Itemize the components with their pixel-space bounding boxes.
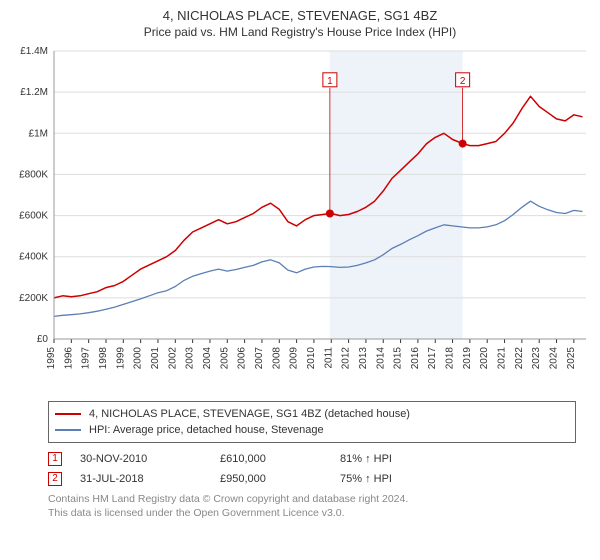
- svg-text:2014: 2014: [375, 347, 386, 370]
- attribution-line: Contains HM Land Registry data © Crown c…: [48, 493, 576, 507]
- svg-text:2: 2: [460, 76, 466, 87]
- svg-text:2008: 2008: [271, 347, 282, 370]
- svg-text:2007: 2007: [254, 347, 265, 370]
- svg-text:2020: 2020: [479, 347, 490, 370]
- legend-label: HPI: Average price, detached house, Stev…: [89, 424, 324, 436]
- svg-text:2006: 2006: [237, 347, 248, 370]
- marker-badge-icon: 2: [48, 472, 62, 486]
- marker-pct: 81% ↑ HPI: [340, 453, 500, 465]
- svg-text:1996: 1996: [63, 347, 74, 370]
- svg-text:2016: 2016: [410, 347, 421, 370]
- legend: 4, NICHOLAS PLACE, STEVENAGE, SG1 4BZ (d…: [48, 401, 576, 443]
- svg-text:2018: 2018: [445, 347, 456, 370]
- legend-item: HPI: Average price, detached house, Stev…: [55, 422, 569, 438]
- marker-row: 1 30-NOV-2010 £610,000 81% ↑ HPI: [48, 449, 576, 469]
- legend-label: 4, NICHOLAS PLACE, STEVENAGE, SG1 4BZ (d…: [89, 408, 410, 420]
- attribution-line: This data is licensed under the Open Gov…: [48, 507, 576, 521]
- marker-price: £950,000: [220, 473, 340, 485]
- svg-text:2024: 2024: [549, 347, 560, 370]
- svg-text:2000: 2000: [133, 347, 144, 370]
- svg-text:2005: 2005: [219, 347, 230, 370]
- svg-text:2015: 2015: [393, 347, 404, 370]
- svg-text:1: 1: [327, 76, 333, 87]
- marker-badge-icon: 1: [48, 452, 62, 466]
- svg-text:2009: 2009: [289, 347, 300, 370]
- svg-text:2002: 2002: [167, 347, 178, 370]
- marker-table: 1 30-NOV-2010 £610,000 81% ↑ HPI 2 31-JU…: [48, 449, 576, 489]
- marker-row: 2 31-JUL-2018 £950,000 75% ↑ HPI: [48, 469, 576, 489]
- svg-text:1998: 1998: [98, 347, 109, 370]
- svg-text:2001: 2001: [150, 347, 161, 370]
- attribution-text: Contains HM Land Registry data © Crown c…: [48, 493, 576, 520]
- svg-text:2022: 2022: [514, 347, 525, 370]
- svg-text:2011: 2011: [323, 347, 334, 369]
- svg-text:2010: 2010: [306, 347, 317, 370]
- svg-text:1999: 1999: [115, 347, 126, 370]
- legend-swatch-icon: [55, 429, 81, 431]
- svg-text:2025: 2025: [566, 347, 577, 370]
- svg-text:2004: 2004: [202, 347, 213, 370]
- svg-text:£1.2M: £1.2M: [20, 87, 48, 98]
- marker-date: 31-JUL-2018: [80, 473, 220, 485]
- svg-text:2013: 2013: [358, 347, 369, 370]
- legend-swatch-icon: [55, 413, 81, 415]
- marker-date: 30-NOV-2010: [80, 453, 220, 465]
- svg-text:£600K: £600K: [19, 211, 48, 222]
- line-chart-svg: £0 £200K £400K £600K £800K £1M £1.2M £1.4M 1995 1…: [10, 45, 590, 395]
- chart-title: 4, NICHOLAS PLACE, STEVENAGE, SG1 4BZ: [10, 8, 590, 23]
- svg-text:£1M: £1M: [29, 128, 48, 139]
- svg-text:1997: 1997: [81, 347, 92, 370]
- svg-text:2017: 2017: [427, 347, 438, 370]
- svg-text:2023: 2023: [531, 347, 542, 370]
- marker-price: £610,000: [220, 453, 340, 465]
- svg-text:£1.4M: £1.4M: [20, 46, 48, 57]
- svg-text:£400K: £400K: [19, 252, 48, 263]
- svg-text:2003: 2003: [185, 347, 196, 370]
- svg-text:2021: 2021: [497, 347, 508, 370]
- chart-subtitle: Price paid vs. HM Land Registry's House …: [10, 25, 590, 39]
- svg-text:£800K: £800K: [19, 169, 48, 180]
- svg-text:1995: 1995: [46, 347, 57, 370]
- svg-text:2012: 2012: [341, 347, 352, 370]
- svg-text:£200K: £200K: [19, 293, 48, 304]
- marker-pct: 75% ↑ HPI: [340, 473, 500, 485]
- svg-text:£0: £0: [37, 334, 49, 345]
- legend-item: 4, NICHOLAS PLACE, STEVENAGE, SG1 4BZ (d…: [55, 406, 569, 422]
- chart-plot-area: £0 £200K £400K £600K £800K £1M £1.2M £1.4M 1995 1…: [10, 45, 590, 395]
- chart-container: 4, NICHOLAS PLACE, STEVENAGE, SG1 4BZ Pr…: [0, 0, 600, 520]
- svg-text:2019: 2019: [462, 347, 473, 370]
